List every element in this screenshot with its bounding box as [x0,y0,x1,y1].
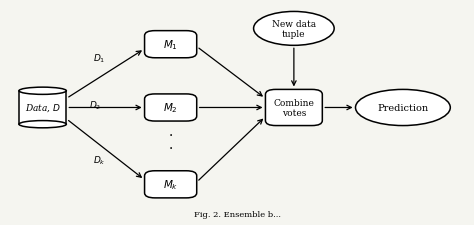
Text: Prediction: Prediction [377,104,428,112]
FancyBboxPatch shape [145,171,197,198]
Text: ·: · [168,128,173,142]
FancyBboxPatch shape [145,94,197,122]
Text: $M_2$: $M_2$ [163,101,178,115]
Text: Combine
votes: Combine votes [273,98,314,118]
Text: $D_1$: $D_1$ [93,52,106,65]
Text: $M_k$: $M_k$ [163,178,178,191]
Text: $D_2$: $D_2$ [89,99,101,112]
FancyBboxPatch shape [145,32,197,58]
Ellipse shape [254,12,334,46]
Text: New data
tuple: New data tuple [272,20,316,39]
Text: Fig. 2. Ensemble b...: Fig. 2. Ensemble b... [193,210,281,218]
Text: $M_1$: $M_1$ [163,38,178,52]
Bar [19,91,66,125]
Ellipse shape [19,121,66,128]
FancyBboxPatch shape [265,90,322,126]
Ellipse shape [356,90,450,126]
Text: $D_k$: $D_k$ [93,153,106,166]
Text: Data, $D$: Data, $D$ [25,102,61,114]
Ellipse shape [19,88,66,95]
Text: ·: · [168,142,173,155]
